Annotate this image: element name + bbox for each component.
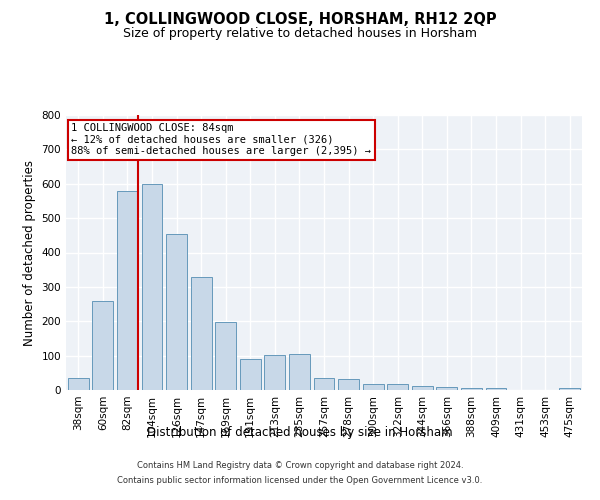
Bar [265, 354, 286, 390]
Bar [240, 358, 261, 390]
Bar [68, 378, 89, 390]
Bar [117, 190, 138, 390]
Bar [461, 388, 482, 390]
Text: Distribution of detached houses by size in Horsham: Distribution of detached houses by size … [147, 426, 453, 439]
Bar [191, 277, 212, 390]
Bar [387, 384, 408, 390]
Text: 1, COLLINGWOOD CLOSE, HORSHAM, RH12 2QP: 1, COLLINGWOOD CLOSE, HORSHAM, RH12 2QP [104, 12, 496, 28]
Text: Contains public sector information licensed under the Open Government Licence v3: Contains public sector information licen… [118, 476, 482, 485]
Bar [412, 386, 433, 390]
Text: Size of property relative to detached houses in Horsham: Size of property relative to detached ho… [123, 28, 477, 40]
Bar [314, 378, 334, 390]
Bar [485, 388, 506, 390]
Y-axis label: Number of detached properties: Number of detached properties [23, 160, 36, 346]
Bar [142, 184, 163, 390]
Bar [338, 379, 359, 390]
Bar [559, 388, 580, 390]
Bar [166, 234, 187, 390]
Text: Contains HM Land Registry data © Crown copyright and database right 2024.: Contains HM Land Registry data © Crown c… [137, 461, 463, 470]
Bar [289, 354, 310, 390]
Bar [362, 384, 383, 390]
Text: 1 COLLINGWOOD CLOSE: 84sqm
← 12% of detached houses are smaller (326)
88% of sem: 1 COLLINGWOOD CLOSE: 84sqm ← 12% of deta… [71, 123, 371, 156]
Bar [436, 386, 457, 390]
Bar [92, 300, 113, 390]
Bar [215, 322, 236, 390]
